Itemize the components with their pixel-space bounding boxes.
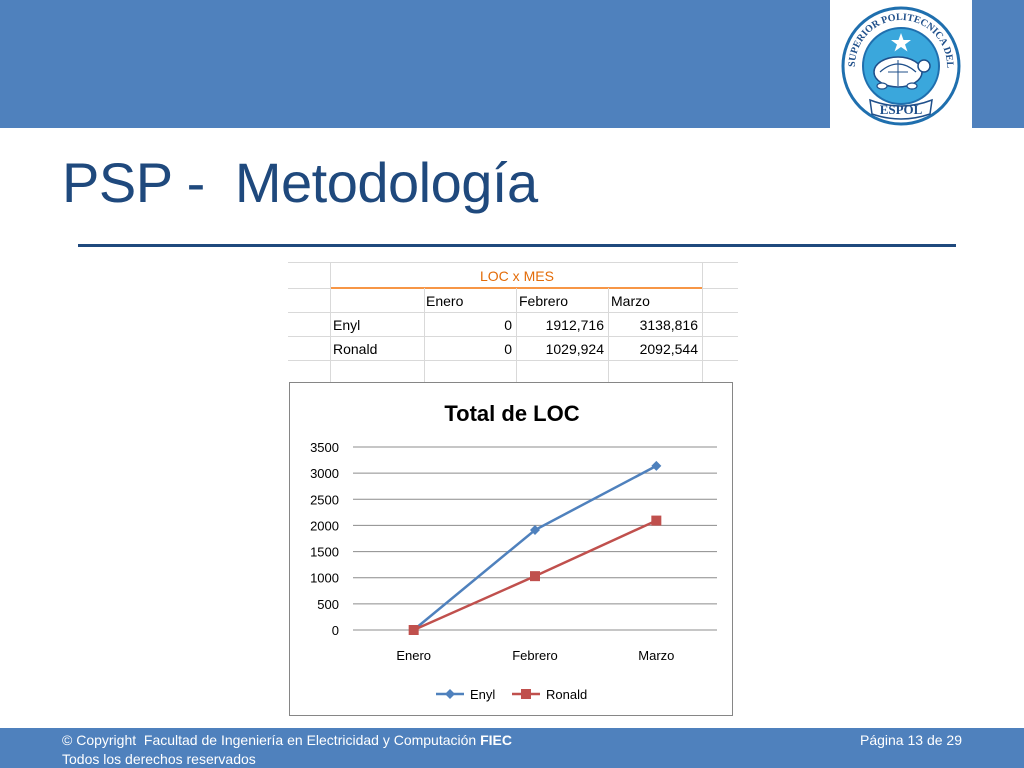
data-point-ronald	[530, 571, 540, 582]
legend-marker	[521, 689, 531, 699]
table-header: Enero	[426, 293, 464, 309]
table-cell: 1912,716	[545, 317, 604, 333]
copyright-text: © Copyright Facultad de Ingeniería en El…	[62, 732, 512, 748]
legend-marker	[445, 689, 455, 699]
data-point-enyl	[651, 460, 662, 471]
copyright-prefix: © Copyright Facultad de Ingeniería en El…	[62, 732, 481, 748]
y-tick-label: 2500	[310, 492, 339, 507]
logo-banner-text: ESPOL	[880, 102, 923, 117]
copyright-bold: FIEC	[480, 732, 512, 748]
loc-table: LOC x MES Enero Febrero Marzo Enyl 0 191…	[288, 262, 738, 382]
data-point-ronald	[408, 625, 419, 635]
y-tick-label: 500	[317, 597, 339, 612]
slide-title: PSP - Metodología	[62, 151, 538, 214]
page-number: Página 13 de 29	[860, 732, 962, 748]
y-tick-label: 1000	[310, 571, 339, 586]
data-point-ronald	[651, 515, 662, 526]
table-cell: 1029,924	[545, 341, 604, 357]
table-row-label: Enyl	[333, 317, 361, 333]
table-header: Marzo	[611, 293, 650, 309]
espol-logo: ESCUELA SUPERIOR POLITECNICA DEL LITORAL…	[830, 0, 972, 128]
y-tick-label: 3500	[310, 440, 339, 455]
x-tick-label: Marzo	[638, 648, 674, 663]
table-cell: 0	[504, 341, 512, 357]
legend-label: Ronald	[546, 687, 587, 702]
table-cell: 2092,544	[639, 341, 698, 357]
y-tick-label: 3000	[310, 466, 339, 481]
espol-seal-icon: ESCUELA SUPERIOR POLITECNICA DEL LITORAL…	[830, 0, 961, 126]
footer-bar: © Copyright Facultad de Ingeniería en El…	[0, 728, 1024, 768]
rights-text: Todos los derechos reservados	[62, 751, 256, 767]
y-tick-label: 0	[332, 623, 339, 638]
y-tick-label: 1500	[310, 545, 339, 560]
data-point-enyl	[530, 524, 540, 535]
table-header: Febrero	[519, 293, 569, 309]
x-tick-label: Enero	[396, 648, 431, 663]
legend-label: Enyl	[470, 687, 495, 702]
table-title: LOC x MES	[480, 268, 554, 284]
series-line-enyl	[412, 464, 657, 631]
chart-title: Total de LOC	[444, 401, 579, 426]
loc-chart: Total de LOC 0 500 1000 1500 2000 2500 3000 3500…	[289, 382, 733, 716]
table-row-label: Ronald	[333, 341, 378, 357]
table-cell: 3138,816	[639, 317, 698, 333]
y-tick-label: 2000	[310, 518, 339, 533]
title-divider	[78, 244, 956, 247]
chart-canvas: Total de LOC 0 500 1000 1500 2000 2500 3000 3500…	[310, 401, 717, 702]
x-tick-label: Febrero	[512, 648, 558, 663]
table-cell: 0	[504, 317, 512, 333]
